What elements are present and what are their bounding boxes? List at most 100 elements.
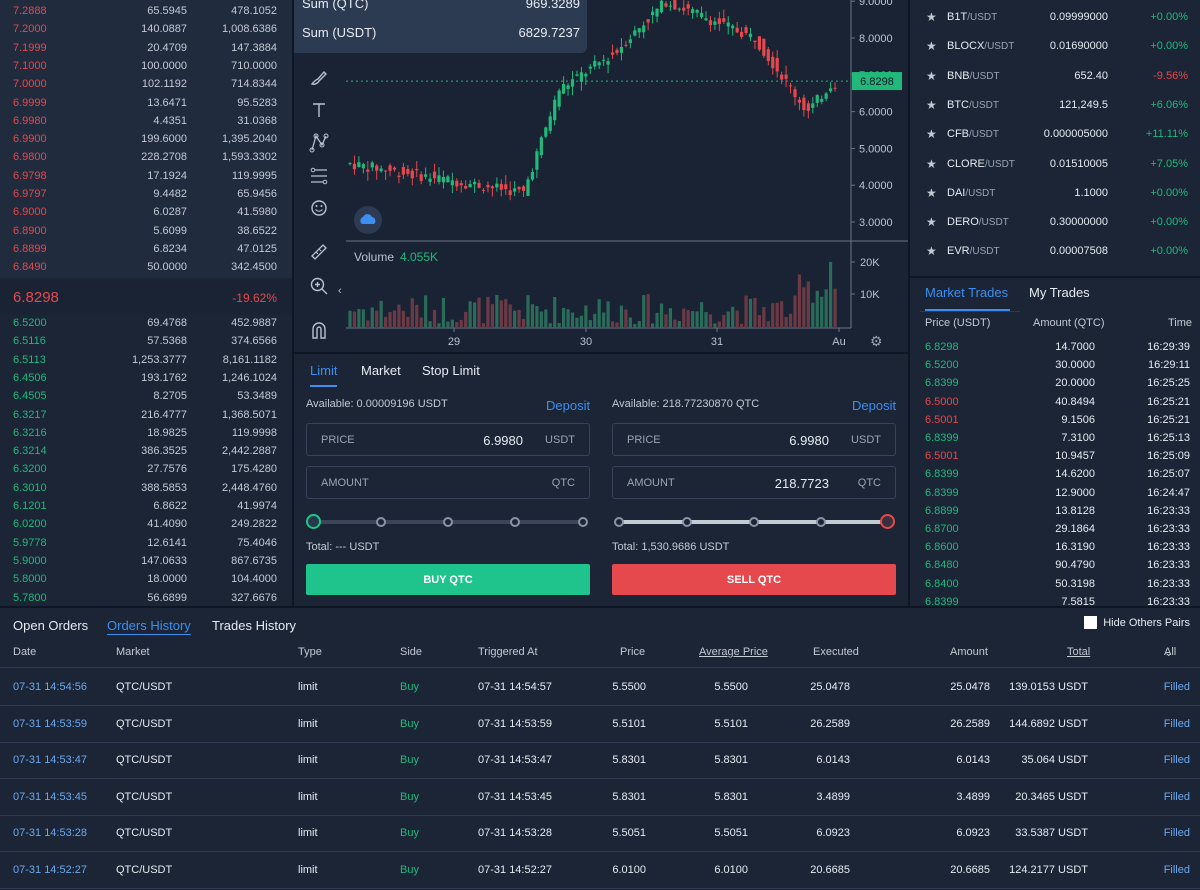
settings-gear-icon[interactable]: ⚙ [870, 333, 883, 349]
price-chart[interactable]: 9.00008.00007.00006.00005.00004.00003.00… [294, 0, 908, 352]
slider-step[interactable] [510, 517, 520, 527]
ask-row[interactable]: 6.9800 228.2708 1,593.3302 [0, 149, 292, 167]
text-icon[interactable] [308, 100, 330, 122]
pair-row[interactable]: ★ CFB/USDT 0.000005000 +11.11% [910, 119, 1200, 148]
brush-icon[interactable] [308, 68, 330, 90]
col-average-price[interactable]: Average Price [699, 646, 768, 658]
slider-handle[interactable] [306, 514, 321, 529]
sell-amount-slider[interactable] [612, 512, 896, 532]
buy-deposit-link[interactable]: Deposit [546, 398, 591, 413]
pattern-icon[interactable] [308, 133, 330, 155]
ask-row[interactable]: 7.1999 20.4709 147.3884 [0, 40, 292, 58]
bid-row[interactable]: 6.3217 216.4777 1,368.5071 [0, 407, 292, 425]
ask-row[interactable]: 6.9980 4.4351 31.0368 [0, 113, 292, 131]
tab-market[interactable]: Market [361, 363, 401, 378]
ask-row[interactable]: 7.1000 100.0000 710.0000 [0, 58, 292, 76]
bid-row[interactable]: 6.4505 8.2705 53.3489 [0, 388, 292, 406]
favorite-star-icon[interactable]: ★ [926, 215, 937, 230]
sell-button[interactable]: SELL QTC [612, 564, 896, 595]
pair-row[interactable]: ★ B1T/USDT 0.09999000 +0.00% [910, 2, 1200, 31]
tab-stop-limit[interactable]: Stop Limit [422, 363, 480, 378]
ask-row[interactable]: 6.9000 6.0287 41.5980 [0, 204, 292, 222]
buy-button[interactable]: BUY QTC [306, 564, 590, 595]
buy-amount-slider[interactable] [306, 512, 590, 532]
favorite-star-icon[interactable]: ★ [926, 10, 937, 24]
favorite-star-icon[interactable]: ★ [926, 68, 937, 83]
favorite-star-icon[interactable]: ★ [926, 185, 937, 200]
pair-row[interactable]: ★ BTC/USDT 121,249.5 +6.06% [910, 90, 1200, 119]
ask-row[interactable]: 6.9900 199.6000 1,395.2040 [0, 131, 292, 149]
bid-row[interactable]: 6.1201 6.8622 41.9974 [0, 498, 292, 516]
ask-row[interactable]: 6.9797 9.4482 65.9456 [0, 186, 292, 204]
pair-row[interactable]: ★ CLORE/USDT 0.01510005 +7.05% [910, 149, 1200, 178]
buy-amount-field[interactable]: AMOUNT QTC [306, 466, 590, 499]
order-row[interactable]: 07-31 14:53:47 QTC/USDT limit Buy 07-31 … [0, 742, 1200, 780]
bid-row[interactable]: 5.8000 18.0000 104.4000 [0, 571, 292, 589]
slider-step[interactable] [443, 517, 453, 527]
ask-row[interactable]: 6.8900 5.6099 38.6522 [0, 223, 292, 241]
slider-step[interactable] [614, 517, 624, 527]
bid-row[interactable]: 6.4506 193.1762 1,246.1024 [0, 370, 292, 388]
bid-row[interactable]: 6.3010 388.5853 2,448.4760 [0, 480, 292, 498]
slider-step[interactable] [816, 517, 826, 527]
col-total[interactable]: Total [1067, 646, 1091, 658]
zoom-in-icon[interactable] [308, 276, 330, 298]
order-row[interactable]: 07-31 14:53:59 QTC/USDT limit Buy 07-31 … [0, 706, 1200, 743]
bid-row[interactable]: 6.3216 18.9825 119.9998 [0, 425, 292, 443]
pair-row[interactable]: ★ EVR/USDT 0.00007508 +0.00% [910, 236, 1200, 265]
emoji-icon[interactable] [308, 198, 330, 220]
checkbox[interactable] [1084, 616, 1098, 629]
order-row[interactable]: 07-31 14:54:56 QTC/USDT limit Buy 07-31 … [0, 669, 1200, 706]
ask-row[interactable]: 7.2888 65.5945 478.1052 [0, 3, 292, 21]
ask-row[interactable]: 6.8490 50.0000 342.4500 [0, 259, 292, 277]
slider-step[interactable] [749, 517, 759, 527]
bid-row[interactable]: 5.9000 147.0633 867.6735 [0, 553, 292, 571]
sell-deposit-link[interactable]: Deposit [852, 398, 897, 413]
favorite-star-icon[interactable]: ★ [926, 97, 937, 112]
tab-market-trades[interactable]: Market Trades [925, 285, 1011, 311]
magnet-icon[interactable] [308, 320, 330, 342]
ask-row[interactable]: 7.2000 140.0887 1,008.6386 [0, 21, 292, 39]
field-value[interactable]: 6.9980 [789, 433, 829, 448]
sell-price-field[interactable]: PRICE 6.9980 USDT [612, 423, 896, 456]
pair-row[interactable]: ★ BLOCX/USDT 0.01690000 +0.00% [910, 31, 1200, 60]
bid-row[interactable]: 5.7800 56.6899 327.6676 [0, 590, 292, 607]
sell-amount-field[interactable]: AMOUNT 218.7723 QTC [612, 466, 896, 499]
order-row[interactable]: 07-31 14:53:45 QTC/USDT limit Buy 07-31 … [0, 779, 1200, 816]
tab-my-trades[interactable]: My Trades [1029, 285, 1090, 300]
bid-row[interactable]: 6.0200 41.4090 249.2822 [0, 516, 292, 534]
pair-row[interactable]: ★ DERO/USDT 0.30000000 +0.00% [910, 207, 1200, 236]
bid-row[interactable]: 6.5116 57.5368 374.6566 [0, 333, 292, 351]
buy-price-field[interactable]: PRICE 6.9980 USDT [306, 423, 590, 456]
bid-row[interactable]: 6.3200 27.7576 175.4280 [0, 461, 292, 479]
bid-row[interactable]: 6.3214 386.3525 2,442.2887 [0, 443, 292, 461]
favorite-star-icon[interactable]: ★ [926, 39, 937, 54]
tab-open-orders[interactable]: Open Orders [13, 618, 89, 633]
ask-row[interactable]: 7.0000 102.1192 714.8344 [0, 76, 292, 94]
hide-others-toggle[interactable]: Hide Others Pairs [1084, 616, 1190, 629]
collapse-toolbar-icon[interactable]: ‹ [338, 285, 342, 297]
order-row[interactable]: 07-31 14:52:27 QTC/USDT limit Buy 07-31 … [0, 852, 1200, 889]
candlestick-chart[interactable]: 9.00008.00007.00006.00005.00004.00003.00… [294, 0, 908, 352]
fib-icon[interactable] [308, 166, 330, 188]
favorite-star-icon[interactable]: ★ [926, 156, 937, 171]
pair-row[interactable]: ★ DAI/USDT 1.1000 +0.00% [910, 178, 1200, 207]
pair-row[interactable]: ★ BNB/USDT 652.40 -9.56% [910, 61, 1200, 90]
favorite-star-icon[interactable]: ★ [926, 127, 937, 142]
cloud-icon[interactable] [354, 206, 382, 234]
ask-row[interactable]: 6.9798 17.1924 119.9995 [0, 168, 292, 186]
slider-handle[interactable] [880, 514, 895, 529]
tab-limit[interactable]: Limit [310, 363, 338, 387]
bid-row[interactable]: 6.5113 1,253.3777 8,161.1182 [0, 352, 292, 370]
slider-step[interactable] [376, 517, 386, 527]
ask-row[interactable]: 6.9999 13.6471 95.5283 [0, 95, 292, 113]
slider-step[interactable] [578, 517, 588, 527]
order-row[interactable]: 07-31 14:53:28 QTC/USDT limit Buy 07-31 … [0, 815, 1200, 853]
slider-step[interactable] [682, 517, 692, 527]
bid-row[interactable]: 5.9778 12.6141 75.4046 [0, 535, 292, 553]
ruler-icon[interactable] [308, 242, 330, 264]
tab-orders-history[interactable]: Orders History [107, 618, 191, 633]
favorite-star-icon[interactable]: ★ [926, 244, 937, 259]
tab-trades-history[interactable]: Trades History [212, 618, 297, 633]
field-value[interactable]: 218.7723 [774, 476, 829, 491]
